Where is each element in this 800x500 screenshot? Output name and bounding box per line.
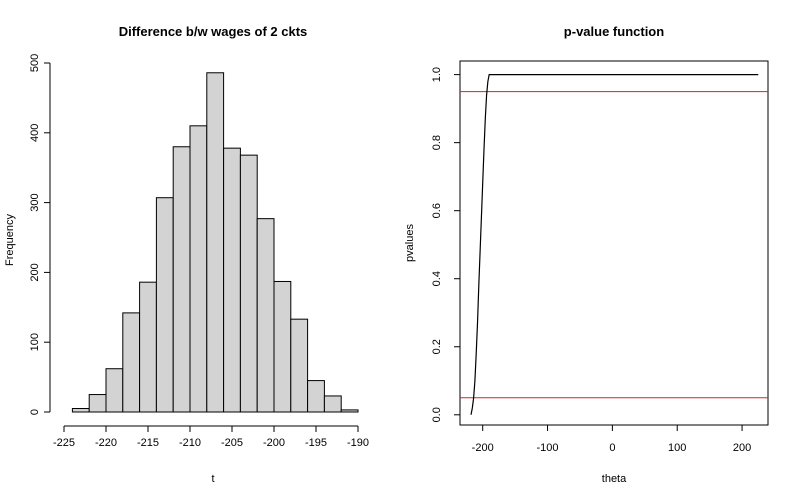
histogram-x-tick-label: -225 bbox=[53, 437, 75, 449]
histogram-bar bbox=[307, 380, 325, 413]
histogram-y-label: Frequency bbox=[4, 214, 16, 266]
pvalue-x-tick-label: -100 bbox=[537, 442, 559, 454]
histogram-y-tick-label: 500 bbox=[29, 54, 41, 72]
histogram-bar bbox=[172, 146, 191, 413]
histogram-bar bbox=[223, 147, 241, 413]
pvalue-series bbox=[470, 74, 759, 415]
histogram-bar bbox=[155, 197, 174, 413]
histogram-y-tick-label: 100 bbox=[29, 333, 41, 351]
histogram-title: Difference b/w wages of 2 ckts bbox=[119, 24, 308, 39]
histogram-bar bbox=[273, 280, 292, 413]
histogram-x-tick-label: -205 bbox=[221, 437, 243, 449]
histogram-y-tick-label: 400 bbox=[29, 124, 41, 142]
histogram-x-label: t bbox=[211, 473, 214, 485]
histogram-bar bbox=[340, 409, 359, 413]
histogram-bars bbox=[71, 72, 359, 413]
pvalue-y-tick-label: 0.6 bbox=[431, 203, 443, 218]
histogram-bar bbox=[189, 125, 208, 413]
histogram-y-axis: 0 100 200 300 400 500 bbox=[29, 54, 51, 415]
pvalue-reference-lines bbox=[460, 91, 768, 399]
histogram-bar bbox=[323, 395, 342, 413]
histogram-x-tick-label: -210 bbox=[179, 437, 201, 449]
pvalue-x-tick-label: -200 bbox=[472, 442, 494, 454]
histogram-bar bbox=[290, 318, 309, 413]
histogram-y-tick-label: 300 bbox=[29, 193, 41, 211]
histogram-x-tick-label: -190 bbox=[347, 437, 369, 449]
pvalue-y-tick-label: 1.0 bbox=[431, 67, 443, 82]
pvalue-y-label: pvalues bbox=[404, 224, 416, 262]
pvalue-x-tick-label: 0 bbox=[609, 442, 615, 454]
pvalue-y-tick-label: 0.2 bbox=[431, 339, 443, 354]
histogram-bar bbox=[71, 408, 90, 413]
pvalue-plot-frame bbox=[459, 60, 769, 426]
histogram-x-tick-label: -220 bbox=[95, 437, 117, 449]
pvalue-x-label: theta bbox=[602, 473, 627, 485]
histogram-bar bbox=[88, 394, 107, 413]
pvalue-title: p-value function bbox=[564, 24, 664, 39]
pvalue-y-tick-label: 0.4 bbox=[431, 271, 443, 286]
histogram-bar bbox=[239, 154, 258, 413]
pvalue-y-tick-label: 0.0 bbox=[431, 407, 443, 422]
pvalue-x-axis: -200 -100 0 100 200 bbox=[472, 425, 751, 454]
histogram-bar bbox=[206, 72, 225, 413]
histogram-bar bbox=[122, 312, 141, 413]
histogram-x-tick-label: -215 bbox=[137, 437, 159, 449]
histogram-bar bbox=[105, 368, 124, 413]
pvalue-panel: p-value function -200 -100 0 100 200 0.00.20… bbox=[404, 24, 769, 485]
histogram-y-tick-label: 200 bbox=[29, 263, 41, 281]
histogram-bar bbox=[256, 218, 275, 413]
histogram-x-tick-label: -200 bbox=[263, 437, 285, 449]
pvalue-x-tick-label: 200 bbox=[733, 442, 751, 454]
histogram-x-axis: -225 -220 -215 -210 -205 -200 -195 -190 bbox=[53, 425, 369, 449]
pvalue-x-tick-label: 100 bbox=[668, 442, 686, 454]
pvalue-series-line bbox=[470, 74, 759, 415]
pvalue-y-axis: 0.0 0.2 0.4 0.6 0.8 1.0 bbox=[431, 67, 460, 422]
histogram-bar bbox=[139, 281, 157, 413]
histogram-x-tick-label: -195 bbox=[305, 437, 327, 449]
histogram-panel: Difference b/w wages of 2 ckts -225 -220-… bbox=[4, 24, 369, 485]
histogram-y-tick-label: 0 bbox=[29, 409, 41, 415]
pvalue-y-tick-label: 0.8 bbox=[431, 135, 443, 150]
